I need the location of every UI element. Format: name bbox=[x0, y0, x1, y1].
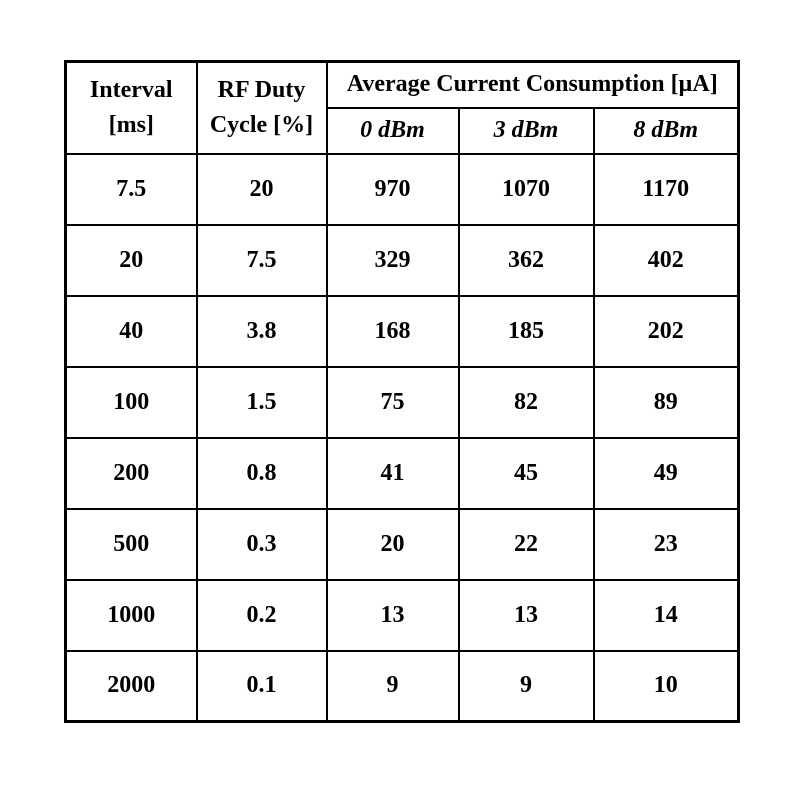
cell-0dbm: 168 bbox=[325, 294, 460, 368]
cell-interval: 200 bbox=[64, 436, 198, 510]
header-row-top: Interval [ms] RF Duty Cycle [%] Average … bbox=[64, 60, 740, 155]
cell-0dbm: 75 bbox=[325, 365, 460, 439]
header-rf-duty-cycle: RF Duty Cycle [%] bbox=[195, 60, 328, 155]
cell-3dbm: 362 bbox=[457, 223, 595, 297]
cell-interval: 100 bbox=[64, 365, 198, 439]
cell-3dbm: 9 bbox=[457, 649, 595, 723]
header-interval-line2: [ms] bbox=[108, 111, 154, 138]
header-8dbm: 8 dBm bbox=[592, 106, 740, 155]
cell-0dbm: 970 bbox=[325, 152, 460, 226]
cell-8dbm: 49 bbox=[592, 436, 740, 510]
cell-3dbm: 45 bbox=[457, 436, 595, 510]
cell-0dbm: 20 bbox=[325, 507, 460, 581]
cell-0dbm: 9 bbox=[325, 649, 460, 723]
cell-8dbm: 23 bbox=[592, 507, 740, 581]
cell-8dbm: 89 bbox=[592, 365, 740, 439]
header-duty-line2: Cycle [%] bbox=[209, 111, 314, 138]
cell-interval: 2000 bbox=[64, 649, 198, 723]
table-row: 40 3.8 168 185 202 bbox=[64, 294, 740, 368]
cell-3dbm: 185 bbox=[457, 294, 595, 368]
cell-duty-cycle: 3.8 bbox=[195, 294, 328, 368]
table-row: 500 0.3 20 22 23 bbox=[64, 507, 740, 581]
cell-interval: 7.5 bbox=[64, 152, 198, 226]
cell-duty-cycle: 7.5 bbox=[195, 223, 328, 297]
cell-8dbm: 1170 bbox=[592, 152, 740, 226]
cell-duty-cycle: 0.1 bbox=[195, 649, 328, 723]
cell-8dbm: 202 bbox=[592, 294, 740, 368]
header-0dbm: 0 dBm bbox=[325, 106, 460, 155]
cell-interval: 40 bbox=[64, 294, 198, 368]
cell-duty-cycle: 0.2 bbox=[195, 578, 328, 652]
table-row: 100 1.5 75 82 89 bbox=[64, 365, 740, 439]
table-row: 200 0.8 41 45 49 bbox=[64, 436, 740, 510]
table-row: 20 7.5 329 362 402 bbox=[64, 223, 740, 297]
cell-0dbm: 41 bbox=[325, 436, 460, 510]
cell-3dbm: 1070 bbox=[457, 152, 595, 226]
cell-0dbm: 329 bbox=[325, 223, 460, 297]
cell-3dbm: 82 bbox=[457, 365, 595, 439]
cell-duty-cycle: 20 bbox=[195, 152, 328, 226]
table-row: 2000 0.1 9 9 10 bbox=[64, 649, 740, 723]
cell-interval: 20 bbox=[64, 223, 198, 297]
header-3dbm: 3 dBm bbox=[457, 106, 595, 155]
cell-interval: 500 bbox=[64, 507, 198, 581]
cell-duty-cycle: 0.8 bbox=[195, 436, 328, 510]
cell-8dbm: 14 bbox=[592, 578, 740, 652]
cell-3dbm: 13 bbox=[457, 578, 595, 652]
current-consumption-table: Interval [ms] RF Duty Cycle [%] Average … bbox=[64, 60, 741, 723]
cell-interval: 1000 bbox=[64, 578, 198, 652]
header-row-sub: 0 dBm 3 dBm 8 dBm bbox=[66, 106, 740, 155]
header-interval-line1: Interval bbox=[89, 76, 173, 103]
header-average-current-consumption: Average Current Consumption [µA] bbox=[325, 60, 740, 109]
cell-8dbm: 402 bbox=[592, 223, 740, 297]
cell-0dbm: 13 bbox=[325, 578, 460, 652]
cell-8dbm: 10 bbox=[592, 649, 740, 723]
header-interval: Interval [ms] bbox=[64, 60, 198, 155]
header-duty-line1: RF Duty bbox=[217, 76, 306, 103]
cell-3dbm: 22 bbox=[457, 507, 595, 581]
cell-duty-cycle: 0.3 bbox=[195, 507, 328, 581]
table-row: 1000 0.2 13 13 14 bbox=[64, 578, 740, 652]
table-row: 7.5 20 970 1070 1170 bbox=[64, 152, 740, 226]
cell-duty-cycle: 1.5 bbox=[195, 365, 328, 439]
